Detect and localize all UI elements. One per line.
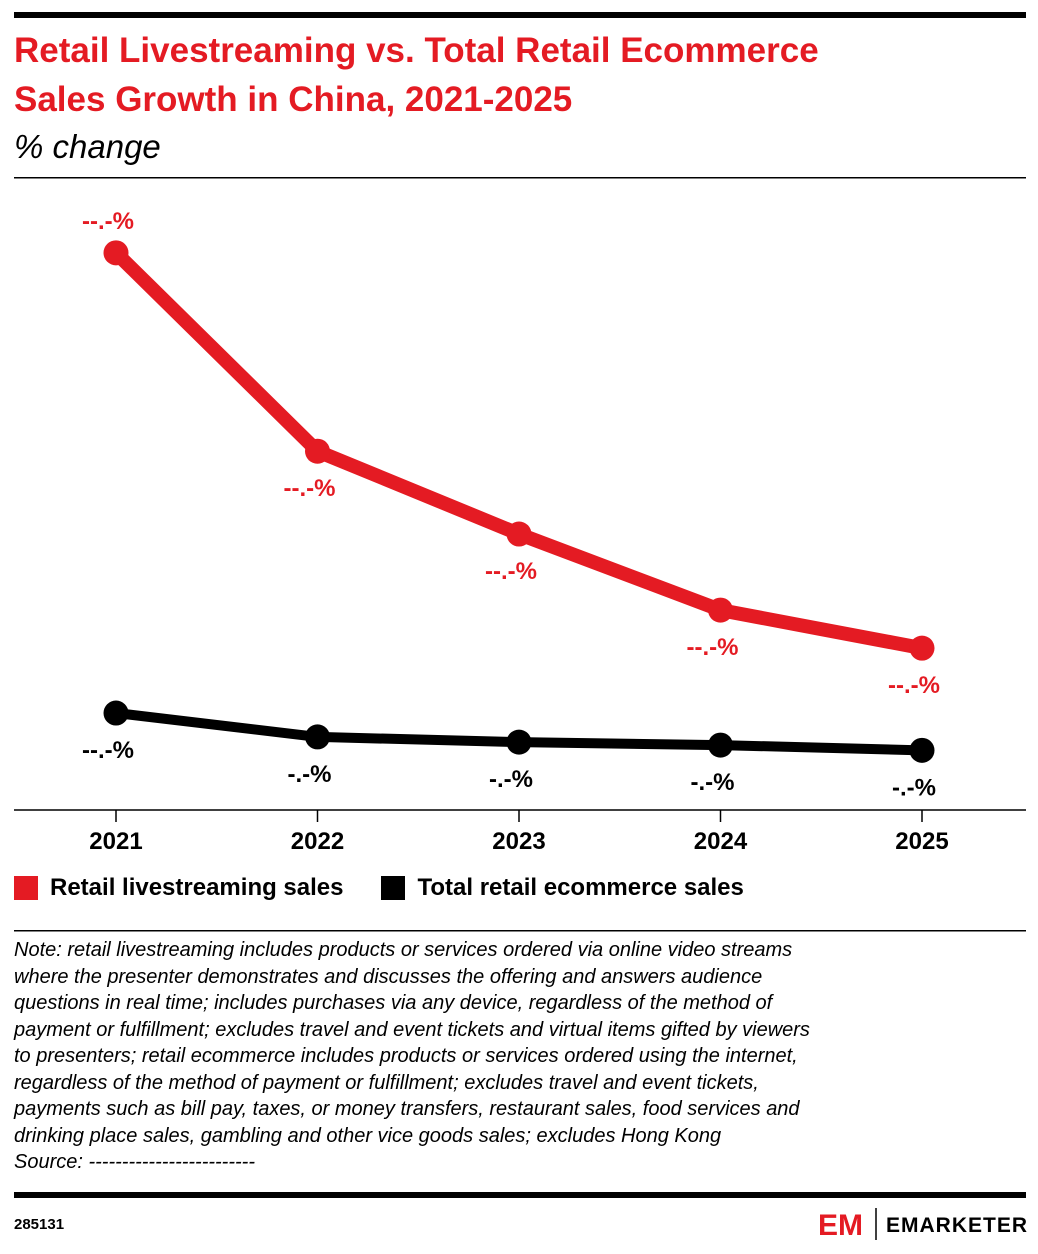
point xyxy=(305,724,330,750)
point xyxy=(909,635,935,661)
note-line: questions in real time; includes purchas… xyxy=(14,992,773,1014)
x-tick-label: 2023 xyxy=(492,828,545,855)
note: Note: retail livestreaming includes prod… xyxy=(14,937,810,1176)
note-line: regardless of the method of payment or f… xyxy=(14,1071,759,1094)
chart-id: 285131 xyxy=(14,1216,64,1233)
data-label: -.-% xyxy=(892,774,936,801)
note-line: to presenters; retail ecommerce includes… xyxy=(14,1045,798,1067)
x-tick-label: 2025 xyxy=(895,828,948,855)
subtitle: % change xyxy=(14,128,161,165)
point xyxy=(103,240,129,266)
note-line: Note: retail livestreaming includes prod… xyxy=(14,939,793,961)
point xyxy=(103,700,129,726)
data-label: -.-% xyxy=(691,769,735,796)
legend-item: Retail livestreaming sales xyxy=(14,874,343,902)
chart-title: Retail Livestreaming vs. Total Retail Ec… xyxy=(14,26,819,124)
x-tick-label: 2022 xyxy=(291,828,344,855)
note-line: payments such as bill pay, taxes, or mon… xyxy=(14,1098,800,1120)
note-line: drinking place sales, gambling and other… xyxy=(14,1124,722,1147)
brand: EMARKETER xyxy=(886,1214,1028,1237)
point xyxy=(909,737,935,763)
data-label: -.-% xyxy=(489,766,533,793)
data-label: --.-% xyxy=(82,208,134,235)
x-tick-label: 2024 xyxy=(694,828,748,855)
point xyxy=(305,438,330,464)
data-label: --.-% xyxy=(888,672,940,699)
data-label: --.-% xyxy=(687,634,739,661)
note-line: where the presenter demonstrates and dis… xyxy=(14,965,763,988)
title-line: Retail Livestreaming vs. Total Retail Ec… xyxy=(14,31,819,70)
point xyxy=(506,729,532,755)
rule xyxy=(14,177,1026,179)
point xyxy=(708,597,733,623)
title-line: Sales Growth in China, 2021-2025 xyxy=(14,80,573,119)
source: Source: ------------------------- xyxy=(14,1151,255,1173)
x-tick-label: 2021 xyxy=(89,828,142,855)
legend: Retail livestreaming sales Total retail e… xyxy=(14,874,744,902)
logo: EM EMARKETER xyxy=(818,1208,1028,1242)
top-rule xyxy=(14,12,1026,18)
legend-label: Retail livestreaming sales xyxy=(50,874,344,901)
data-label: --.-% xyxy=(284,475,336,502)
point xyxy=(506,521,532,547)
rule xyxy=(14,930,1026,932)
logo-mark: EM xyxy=(818,1209,863,1242)
legend-swatch xyxy=(14,876,38,900)
data-label: --.-% xyxy=(82,737,134,764)
line xyxy=(111,247,924,656)
note-line: payment or fulfillment; excludes travel … xyxy=(14,1018,810,1041)
legend-swatch xyxy=(381,876,406,900)
bottom-rule xyxy=(14,1192,1026,1198)
legend-label: Total retail ecommerce sales xyxy=(417,874,744,901)
data-label: --.-% xyxy=(485,558,537,585)
data-label: -.-% xyxy=(288,761,332,788)
legend-item: Total retail ecommerce sales xyxy=(381,874,744,902)
point xyxy=(708,732,733,758)
